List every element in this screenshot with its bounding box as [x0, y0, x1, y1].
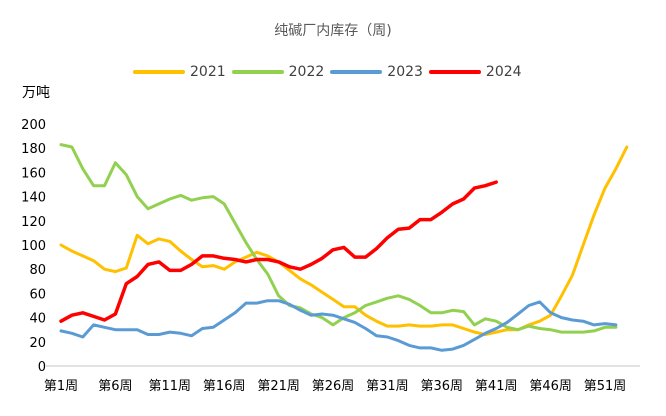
legend-label: 2023: [387, 64, 423, 80]
legend-item-2021: 2021: [133, 64, 226, 80]
series-line-2024: [59, 180, 498, 323]
series-line-2023: [59, 299, 618, 352]
legend-item-2023: 2023: [330, 64, 423, 80]
y-tick-label: 100: [21, 239, 46, 254]
y-tick-label: 140: [21, 191, 46, 206]
x-tick-label: 第21周: [257, 379, 300, 394]
legend-label: 2024: [485, 64, 522, 80]
series-line-2021: [59, 145, 629, 336]
y-tick-label: 80: [29, 263, 46, 278]
y-tick-label: 60: [29, 287, 46, 302]
x-tick-label: 第6周: [98, 379, 132, 394]
y-tick-label: 40: [29, 312, 46, 327]
x-tick-label: 第51周: [584, 379, 627, 394]
y-tick-label: 200: [21, 118, 46, 133]
legend-swatch: [330, 70, 383, 74]
legend-swatch: [133, 70, 185, 74]
legend-label: 2021: [190, 64, 226, 80]
x-tick-label: 第1周: [44, 379, 78, 394]
y-tick-label: 180: [21, 142, 46, 157]
x-tick-label: 第31周: [366, 379, 409, 394]
x-tick-label: 第26周: [312, 379, 355, 394]
legend-swatch: [428, 70, 481, 74]
legend-item-2024: 2024: [428, 64, 522, 80]
series-line-2022: [59, 143, 618, 334]
x-tick-label: 第11周: [149, 379, 192, 394]
y-tick-label: 0: [38, 360, 46, 375]
legend: 2021 2022 2023 2024: [133, 64, 528, 80]
x-tick-label: 第46周: [529, 379, 572, 394]
legend-label: 2022: [288, 64, 325, 80]
y-axis-unit: 万吨: [22, 85, 50, 101]
y-tick-label: 120: [21, 215, 46, 230]
x-tick-label: 第41周: [475, 379, 518, 394]
legend-swatch: [231, 70, 284, 74]
chart-title: 纯碱厂内库存（周): [274, 23, 392, 39]
x-tick-label: 第16周: [203, 379, 246, 394]
y-tick-label: 160: [21, 166, 46, 181]
x-tick-label: 第36周: [421, 379, 464, 394]
legend-item-2022: 2022: [231, 64, 325, 80]
y-tick-label: 20: [29, 336, 46, 351]
